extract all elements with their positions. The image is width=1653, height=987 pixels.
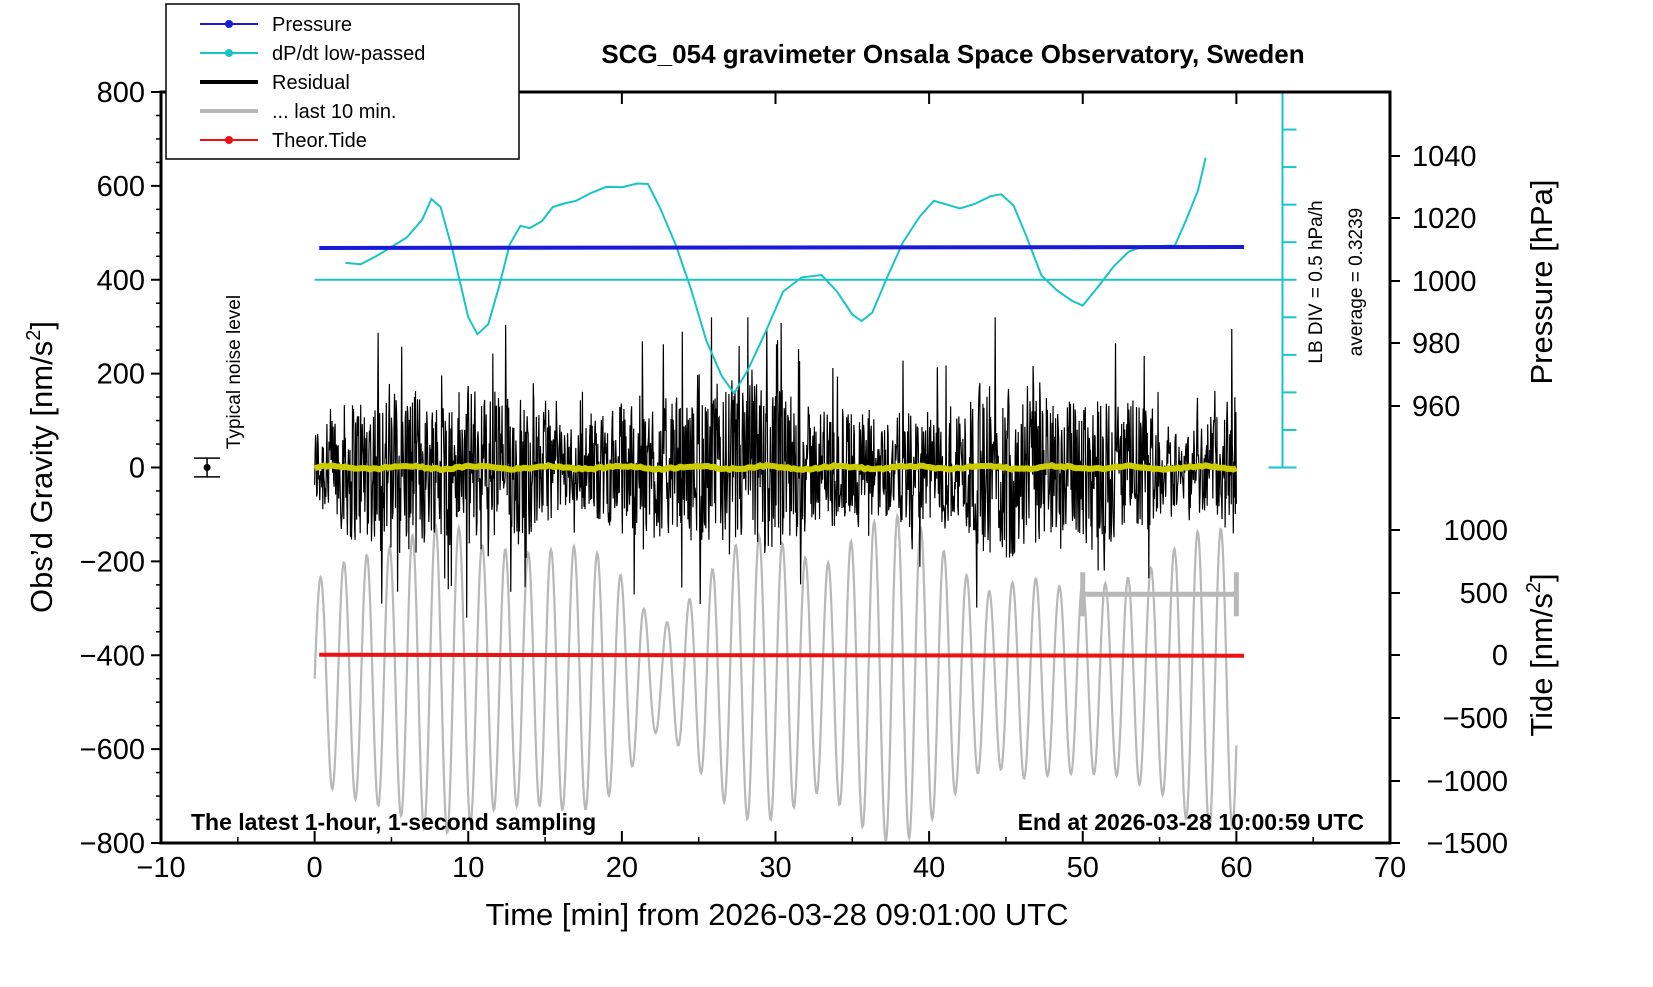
residual-smoothed-line	[313, 462, 1238, 474]
x-axis-label: Time [min] from 2026-03-28 09:01:00 UTC	[486, 897, 1069, 932]
average-label: average = 0.3239	[1346, 208, 1367, 356]
tide-tick-label: 0	[1492, 640, 1508, 672]
legend-marker	[225, 136, 233, 144]
y-tick-label: −800	[80, 828, 145, 860]
y-tick-label: −400	[80, 640, 145, 672]
y-tick-label: 800	[97, 77, 145, 109]
tide-axis-label-tail: ]	[1524, 573, 1559, 582]
sampling-note: The latest 1-hour, 1-second sampling	[191, 809, 596, 835]
legend-marker	[225, 20, 233, 28]
pressure-series	[319, 245, 1245, 250]
legend: Pressure dP/dt low-passed Residual ... last…	[165, 3, 520, 160]
pressure-tick-label: 960	[1412, 391, 1460, 423]
typical-noise-marker	[194, 457, 221, 478]
tide-tick-label: −1500	[1427, 828, 1508, 860]
y-tick-label: 600	[97, 171, 145, 203]
lb-div-scale-bar	[1268, 91, 1297, 469]
y-axis-label: Obs’d Gravity [nm/s2]	[23, 321, 59, 613]
x-tick-label: 0	[307, 852, 323, 884]
tide-tick-label: 500	[1460, 578, 1508, 610]
tide-axis-label: Tide [nm/s2]	[1523, 573, 1559, 736]
tide-axis-label-sup: 2	[1523, 582, 1545, 593]
pressure-tick-label: 1000	[1412, 266, 1477, 298]
x-tick-label: 60	[1220, 852, 1252, 884]
legend-label: Pressure	[272, 14, 352, 36]
pressure-tick-label: 1020	[1412, 203, 1477, 235]
y-tick-label: 400	[97, 265, 145, 297]
tide-axis-label-text: Tide [nm/s	[1524, 593, 1559, 737]
legend-marker	[225, 49, 233, 57]
pressure-tick-label: 1040	[1412, 141, 1477, 173]
x-tick-label: 70	[1374, 852, 1406, 884]
end-time-note: End at 2026-03-28 10:00:59 UTC	[1018, 809, 1364, 835]
chart-title: SCG_054 gravimeter Onsala Space Observat…	[601, 39, 1304, 69]
noise-dot	[203, 464, 211, 471]
legend-label: Residual	[272, 72, 350, 94]
tide-tick-label: −1000	[1427, 766, 1508, 798]
y-tick-label: −200	[80, 546, 145, 578]
x-tick-label: 50	[1067, 852, 1099, 884]
pressure-tick-label: 980	[1412, 328, 1460, 360]
legend-label: Theor.Tide	[272, 130, 367, 152]
pressure-axis-label: Pressure [hPa]	[1524, 179, 1559, 384]
legend-label: dP/dt low-passed	[272, 43, 425, 65]
x-tick-label: −10	[136, 852, 185, 884]
x-tick-label: 20	[606, 852, 638, 884]
noise-level-label: Typical noise level	[224, 295, 245, 449]
legend-label: ... last 10 min.	[272, 101, 397, 123]
y-axis-label-tail: ]	[24, 321, 59, 330]
dpdt-lowpassed-series	[345, 157, 1207, 396]
y-axis-label-sup: 2	[23, 330, 45, 341]
axis-ticks: −10 0 10 20 30 40 50 60 70−800−600−400−200020040…	[80, 77, 1508, 884]
y-axis-label-text: Obs’d Gravity [nm/s	[24, 341, 59, 613]
x-tick-label: 30	[759, 852, 791, 884]
last-10-min-bar	[1080, 572, 1239, 617]
y-tick-label: 200	[97, 359, 145, 391]
tide-tick-label: −500	[1443, 703, 1508, 735]
x-tick-label: 10	[452, 852, 484, 884]
tide-tick-label: 1000	[1443, 515, 1508, 547]
y-tick-label: 0	[129, 453, 145, 485]
lb-div-label: LB DIV = 0.5 hPa/h	[1306, 200, 1327, 363]
x-tick-label: 40	[913, 852, 945, 884]
y-tick-label: −600	[80, 734, 145, 766]
theor-tide-series	[319, 652, 1245, 658]
